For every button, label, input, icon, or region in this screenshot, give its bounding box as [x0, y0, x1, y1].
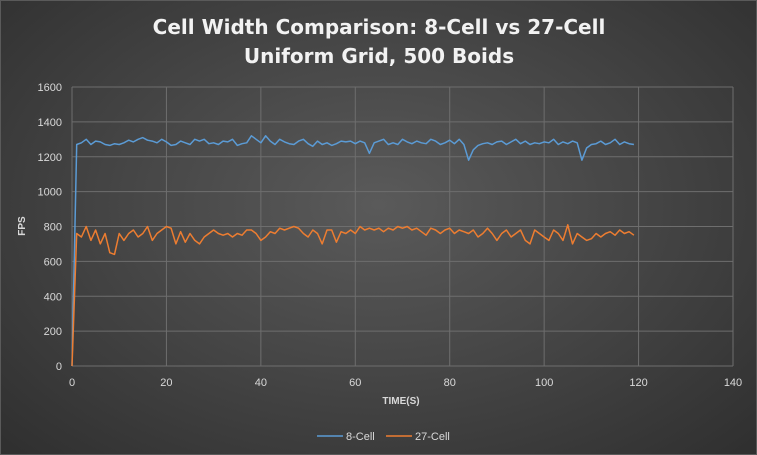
legend-label: 8-Cell: [346, 431, 375, 443]
x-tick-label: 140: [724, 377, 742, 389]
x-tick-label: 80: [444, 377, 456, 389]
x-axis-label: TIME(S): [382, 396, 419, 407]
y-axis-label: FPS: [17, 216, 28, 236]
y-tick-label: 0: [56, 361, 62, 373]
series-layer: [71, 135, 635, 367]
y-tick-label: 800: [44, 222, 62, 234]
y-tick-labels: 0 200 400 600 800 1000 1200 1400 1600: [38, 82, 62, 373]
chart-title: Cell Width Comparison: 8-Cell vs 27-Cell: [153, 15, 606, 39]
x-tick-label: 60: [349, 377, 361, 389]
y-tick-label: 600: [44, 256, 62, 268]
legend-label: 27-Cell: [415, 431, 450, 443]
x-tick-label: 0: [69, 377, 75, 389]
y-tick-label: 1600: [38, 82, 62, 94]
chart-subtitle: Uniform Grid, 500 Boids: [244, 44, 514, 68]
legend: 8-Cell 27-Cell: [317, 431, 450, 443]
grid-layer: [71, 86, 734, 367]
x-tick-label: 40: [255, 377, 267, 389]
x-tick-label: 20: [160, 377, 172, 389]
y-tick-label: 1200: [38, 152, 62, 164]
series-line-2: [71, 224, 635, 367]
y-tick-label: 200: [44, 326, 62, 338]
y-tick-label: 1400: [38, 117, 62, 129]
y-tick-label: 400: [44, 291, 62, 303]
x-tick-label: 120: [629, 377, 647, 389]
x-tick-label: 100: [535, 377, 553, 389]
x-tick-labels: 0 20 40 60 80 100 120 140: [69, 377, 742, 389]
y-tick-label: 1000: [38, 187, 62, 199]
series-line-1: [71, 135, 635, 367]
